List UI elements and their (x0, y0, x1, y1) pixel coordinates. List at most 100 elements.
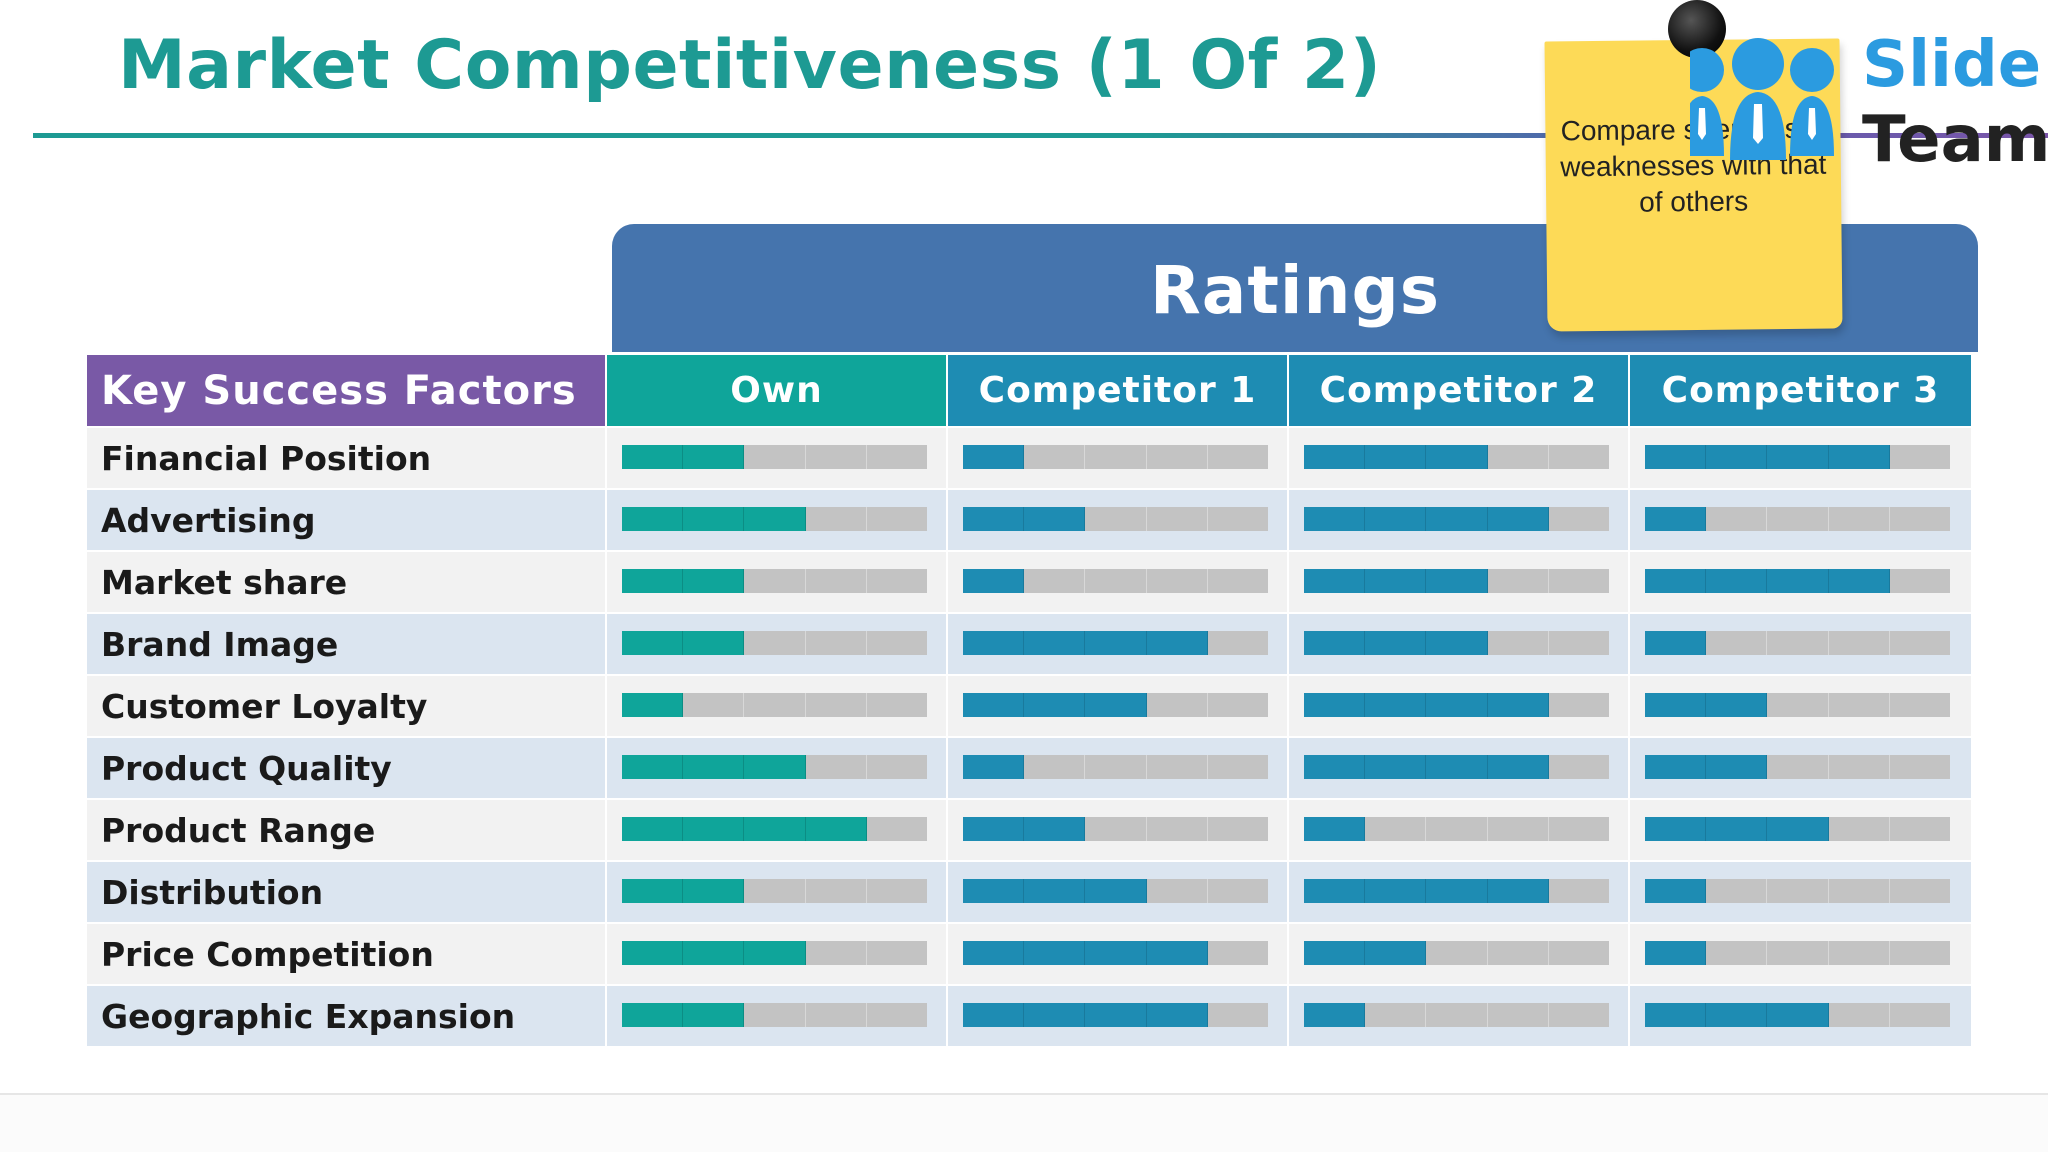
rating-segment-filled (1085, 879, 1147, 903)
rating-cell (948, 428, 1289, 490)
table-header-row: Key Success Factors Own Competitor 1 Com… (87, 355, 1971, 428)
rating-segment-filled (1828, 445, 1890, 469)
rating-segment-filled (1365, 941, 1427, 965)
rating-segment-filled (622, 445, 684, 469)
rating-bar (622, 445, 928, 469)
table-row: Product Quality (87, 738, 1971, 800)
rating-segment-filled (1706, 755, 1768, 779)
rating-cell (1630, 924, 1971, 986)
rating-bar (963, 569, 1269, 593)
rating-cell (948, 738, 1289, 800)
rating-segment-filled (1767, 569, 1829, 593)
rating-segment-filled (1304, 631, 1366, 655)
rating-bar (1645, 631, 1951, 655)
rating-segment-empty (805, 941, 867, 965)
rating-bar (1304, 693, 1610, 717)
rating-segment-empty (1706, 941, 1768, 965)
rating-segment-filled (1645, 445, 1707, 469)
rating-segment-filled (1304, 941, 1366, 965)
rating-bar (963, 445, 1269, 469)
rating-bar (1304, 1003, 1610, 1027)
rating-segment-filled (622, 507, 684, 531)
rating-segment-empty (805, 1003, 867, 1027)
rating-bar (1645, 817, 1951, 841)
rating-segment-filled (622, 941, 684, 965)
rating-segment-filled (622, 817, 684, 841)
title-underline (33, 133, 2048, 138)
rating-segment-empty (1207, 445, 1269, 469)
factor-label: Price Competition (87, 924, 607, 986)
rating-segment-filled (963, 507, 1025, 531)
factor-label: Advertising (87, 490, 607, 552)
rating-segment-filled (1085, 693, 1147, 717)
rating-segment-filled (1365, 879, 1427, 903)
rating-segment-filled (1426, 755, 1488, 779)
rating-cell (948, 862, 1289, 924)
rating-segment-empty (1548, 879, 1610, 903)
rating-cell (607, 428, 948, 490)
rating-segment-filled (1365, 445, 1427, 469)
rating-segment-filled (1085, 1003, 1147, 1027)
rating-segment-filled (744, 817, 806, 841)
rating-segment-empty (866, 817, 928, 841)
rating-segment-filled (1304, 879, 1366, 903)
rating-bar (622, 941, 928, 965)
rating-segment-filled (1426, 693, 1488, 717)
rating-segment-empty (1828, 507, 1890, 531)
rating-segment-empty (1426, 941, 1488, 965)
rating-segment-empty (1085, 569, 1147, 593)
column-header-competitor-2: Competitor 2 (1289, 355, 1630, 428)
rating-segment-filled (1426, 445, 1488, 469)
rating-segment-filled (622, 1003, 684, 1027)
rating-bar (963, 631, 1269, 655)
rating-segment-filled (744, 755, 806, 779)
rating-segment-empty (1207, 693, 1269, 717)
rating-segment-filled (1146, 1003, 1208, 1027)
rating-bar (1645, 755, 1951, 779)
factor-column-header: Key Success Factors (87, 355, 607, 428)
rating-segment-empty (744, 879, 806, 903)
rating-cell (1289, 490, 1630, 552)
rating-segment-empty (1767, 631, 1829, 655)
rating-segment-empty (1426, 817, 1488, 841)
rating-segment-filled (963, 755, 1025, 779)
rating-segment-filled (1645, 693, 1707, 717)
rating-segment-filled (1487, 879, 1549, 903)
rating-segment-filled (963, 879, 1025, 903)
rating-segment-filled (1024, 817, 1086, 841)
rating-segment-empty (744, 569, 806, 593)
rating-bar (622, 879, 928, 903)
rating-segment-empty (1207, 1003, 1269, 1027)
rating-segment-empty (805, 693, 867, 717)
rating-segment-filled (1645, 817, 1707, 841)
rating-cell (607, 552, 948, 614)
rating-segment-empty (1548, 817, 1610, 841)
rating-segment-empty (1487, 445, 1549, 469)
ratings-label: Ratings (1149, 252, 1441, 329)
rating-segment-filled (1645, 879, 1707, 903)
factor-label: Geographic Expansion (87, 986, 607, 1048)
rating-segment-filled (1767, 1003, 1829, 1027)
rating-bar (963, 1003, 1269, 1027)
rating-cell (1289, 800, 1630, 862)
rating-segment-filled (622, 693, 684, 717)
rating-cell (607, 490, 948, 552)
rating-segment-filled (963, 569, 1025, 593)
column-header-competitor-1: Competitor 1 (948, 355, 1289, 428)
rating-segment-empty (1706, 631, 1768, 655)
rating-cell (1630, 428, 1971, 490)
rating-segment-filled (1024, 507, 1086, 531)
rating-bar (1645, 941, 1951, 965)
rating-segment-filled (683, 941, 745, 965)
rating-segment-empty (1889, 445, 1951, 469)
rating-bar (1645, 879, 1951, 903)
rating-bar (622, 693, 928, 717)
rating-cell (1630, 800, 1971, 862)
rating-segment-filled (1645, 631, 1707, 655)
factor-label: Distribution (87, 862, 607, 924)
rating-segment-filled (1706, 445, 1768, 469)
rating-segment-empty (866, 879, 928, 903)
rating-segment-filled (963, 1003, 1025, 1027)
rating-segment-empty (1548, 507, 1610, 531)
